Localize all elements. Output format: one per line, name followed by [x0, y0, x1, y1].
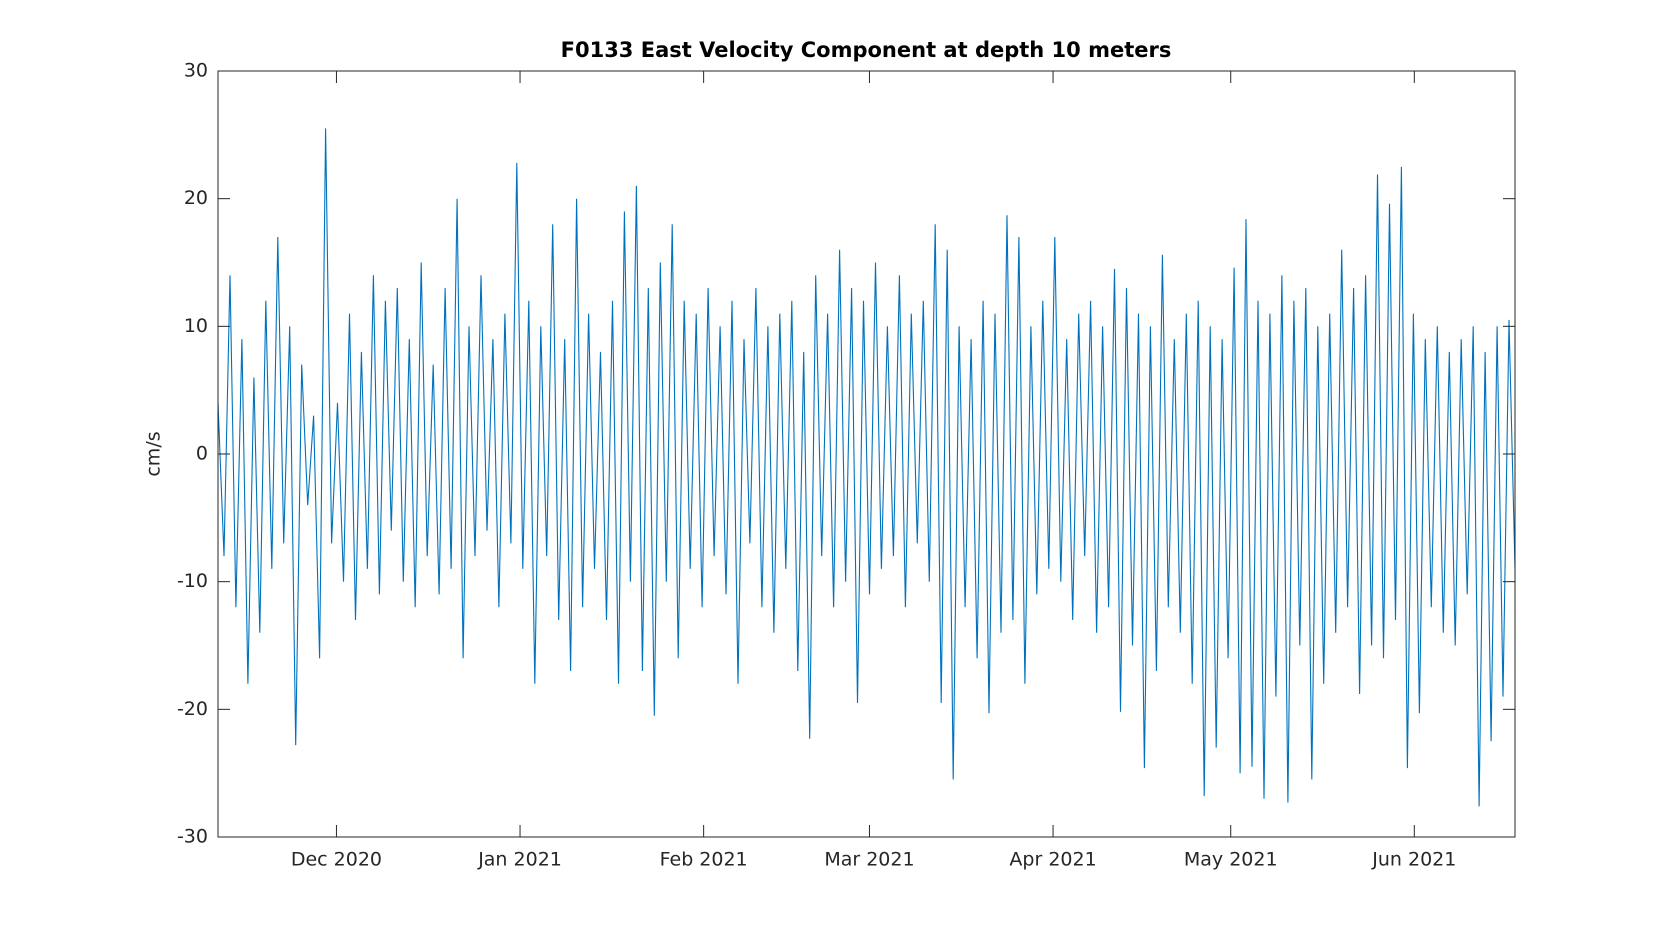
y-axis-label: cm/s: [143, 431, 165, 476]
y-tick-label: 20: [184, 187, 208, 209]
y-tick-label: -20: [177, 698, 208, 720]
x-tick-label: Jan 2021: [477, 849, 562, 871]
x-tick-label: Mar 2021: [824, 849, 914, 871]
x-tick-label: May 2021: [1184, 849, 1278, 871]
y-tick-label: 0: [196, 443, 208, 465]
x-tick-label: Jun 2021: [1371, 849, 1456, 871]
x-tick-label: Apr 2021: [1009, 849, 1096, 871]
x-tick-label: Dec 2020: [291, 849, 382, 871]
x-tick-label: Feb 2021: [660, 849, 748, 871]
data-line: [217, 128, 1516, 807]
y-tick-label: -10: [177, 570, 208, 592]
y-tick-label: 10: [184, 315, 208, 337]
chart-title: F0133 East Velocity Component at depth 1…: [561, 38, 1172, 62]
y-tick-label: -30: [177, 826, 208, 848]
y-tick-label: 30: [184, 60, 208, 82]
